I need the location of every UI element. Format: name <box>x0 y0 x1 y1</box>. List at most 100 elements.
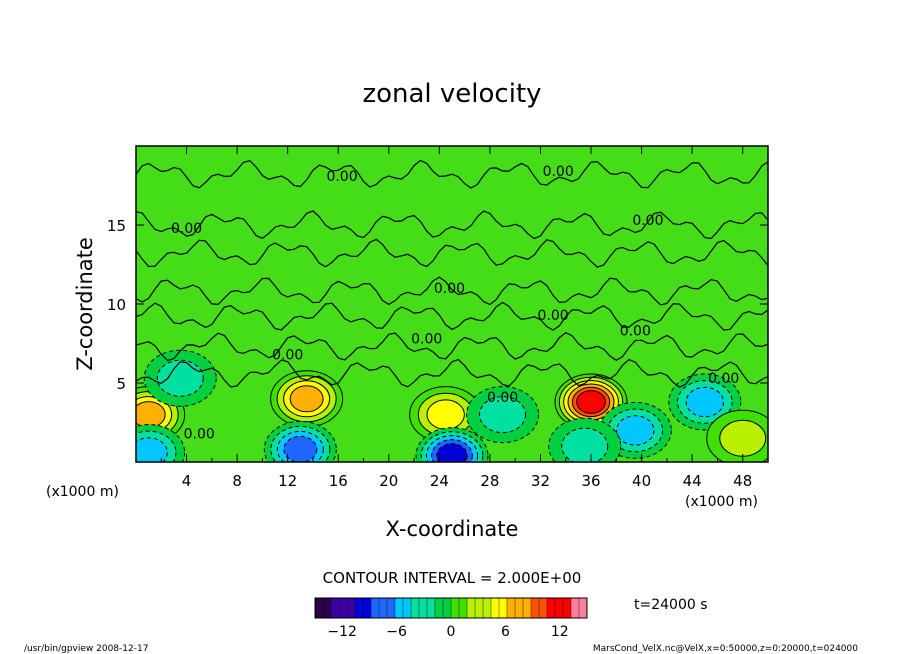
contour-interval-label: CONTOUR INTERVAL = 2.000E+00 <box>323 569 582 587</box>
contour-label-7: 0.00 <box>620 324 651 340</box>
colorbar-segment-2 <box>330 597 340 619</box>
contour-label-8: 0.00 <box>272 347 303 363</box>
colorbar <box>314 597 588 619</box>
contour-labels: 0.00 0.00 0.00 0.00 0.00 0.00 0.00 0.00 0.00 0.00… <box>171 164 739 442</box>
field-feature-9-level-2 <box>561 427 609 462</box>
x-tick-label-16: 16 <box>329 472 348 490</box>
colorbar-segment-20 <box>474 597 484 619</box>
colorbar-segment-23 <box>498 597 508 619</box>
contour-label-0: 0.00 <box>326 169 357 185</box>
field-feature-7-level-3 <box>685 386 724 418</box>
x-tick-label-28: 28 <box>480 472 499 490</box>
colorbar-segment-27 <box>530 597 540 619</box>
colorbar-segment-31 <box>562 597 572 619</box>
footer-left: /usr/bin/gpview 2008-12-17 <box>24 644 148 654</box>
x-tick-label-20: 20 <box>379 472 398 490</box>
colorbar-segment-9 <box>386 597 396 619</box>
colorbar-segment-17 <box>450 597 460 619</box>
colorbar-segment-24 <box>506 597 516 619</box>
x-tick-label-36: 36 <box>581 472 600 490</box>
contour-label-3: 0.00 <box>632 213 663 229</box>
colorbar-segment-13 <box>418 597 428 619</box>
colorbar-segment-16 <box>442 597 452 619</box>
contour-label-9: 0.00 <box>487 390 518 406</box>
colorbar-tick-label--12: −12 <box>327 624 357 640</box>
plot-area: 0.00 0.00 0.00 0.00 0.00 0.00 0.00 0.00 0.00 0.00… <box>135 145 769 463</box>
contour-lines <box>136 159 768 388</box>
y-tick-label-15: 15 <box>107 217 126 235</box>
colorbar-segment-6 <box>362 597 372 619</box>
colorbar-segment-1 <box>322 597 332 619</box>
colorbar-segment-29 <box>546 597 556 619</box>
x-axis: 4 8 12 16 20 24 28 32 36 40 44 48 <box>160 146 752 490</box>
colorbar-segment-21 <box>482 597 492 619</box>
contour-label-4: 0.00 <box>434 281 465 297</box>
contour-line-5 <box>136 331 768 362</box>
contour-line-4 <box>136 301 768 331</box>
colorbar-segment-22 <box>490 597 500 619</box>
field-feature-2-level-3 <box>426 399 465 430</box>
colorbar-segment-7 <box>370 597 380 619</box>
y-axis: 5 10 15 <box>107 217 768 393</box>
x-tick-label-48: 48 <box>733 472 752 490</box>
field-feature-8-level-2 <box>156 359 204 397</box>
colorbar-segment-15 <box>434 597 444 619</box>
x-tick-label-4: 4 <box>182 472 192 490</box>
colorbar-segment-0 <box>314 597 324 619</box>
y-tick-label-10: 10 <box>107 296 126 314</box>
x-tick-label-8: 8 <box>232 472 242 490</box>
contour-label-10: 0.00 <box>708 371 739 387</box>
x-axis-label: X-coordinate <box>386 517 519 541</box>
x-tick-label-32: 32 <box>531 472 550 490</box>
contour-line-6 <box>136 358 768 388</box>
field-feature-4-level-4 <box>283 435 318 462</box>
field-features <box>136 349 768 462</box>
colorbar-segment-14 <box>426 597 436 619</box>
field-feature-5-level-5 <box>436 443 468 462</box>
colorbar-segment-4 <box>346 597 356 619</box>
contour-label-2: 0.00 <box>171 221 202 237</box>
colorbar-segment-25 <box>514 597 524 619</box>
contour-line-2 <box>136 238 768 268</box>
field-feature-12-level-2 <box>719 419 767 457</box>
y-tick-label-5: 5 <box>116 375 126 393</box>
field-feature-11-level-2 <box>479 396 527 434</box>
colorbar-tick-label-6: 6 <box>501 624 510 640</box>
field-feature-6-level-3 <box>616 415 655 446</box>
colorbar-segment-12 <box>410 597 420 619</box>
colorbar-segment-28 <box>538 597 548 619</box>
colorbar-segment-19 <box>466 597 476 619</box>
contour-line-3 <box>136 276 768 306</box>
colorbar-ticks: −12 −6 0 6 12 <box>327 624 568 640</box>
chart-title: zonal velocity <box>362 79 541 109</box>
field-feature-10-level-3 <box>136 437 168 462</box>
colorbar-segment-3 <box>338 597 348 619</box>
colorbar-segment-11 <box>402 597 412 619</box>
colorbar-segment-26 <box>522 597 532 619</box>
colorbar-segment-33 <box>578 597 588 619</box>
colorbar-segment-5 <box>354 597 364 619</box>
colorbar-segment-18 <box>458 597 468 619</box>
colorbar-segment-10 <box>394 597 404 619</box>
field-feature-0-level-4 <box>289 385 324 413</box>
x-unit-label-right: (x1000 m) <box>685 494 758 510</box>
x-unit-label-left: (x1000 m) <box>46 484 119 500</box>
field-feature-1-level-6 <box>576 390 606 414</box>
x-tick-label-44: 44 <box>683 472 702 490</box>
colorbar-tick-label--6: −6 <box>386 624 407 640</box>
x-tick-label-40: 40 <box>632 472 651 490</box>
colorbar-tick-label-0: 0 <box>447 624 456 640</box>
x-tick-label-12: 12 <box>278 472 297 490</box>
y-axis-label: Z-coordinate <box>73 237 97 371</box>
footer-right: MarsCond_VelX.nc@VelX,x=0:50000,z=0:2000… <box>593 644 858 654</box>
contour-label-11: 0.00 <box>184 426 215 442</box>
colorbar-segment-32 <box>570 597 580 619</box>
colorbar-tick-label-12: 12 <box>551 624 569 640</box>
colorbar-segment-8 <box>378 597 388 619</box>
time-label: t=24000 s <box>634 597 708 613</box>
contour-line-0 <box>136 159 768 189</box>
x-tick-label-24: 24 <box>430 472 449 490</box>
contour-line-1 <box>136 210 768 240</box>
colorbar-segment-30 <box>554 597 564 619</box>
